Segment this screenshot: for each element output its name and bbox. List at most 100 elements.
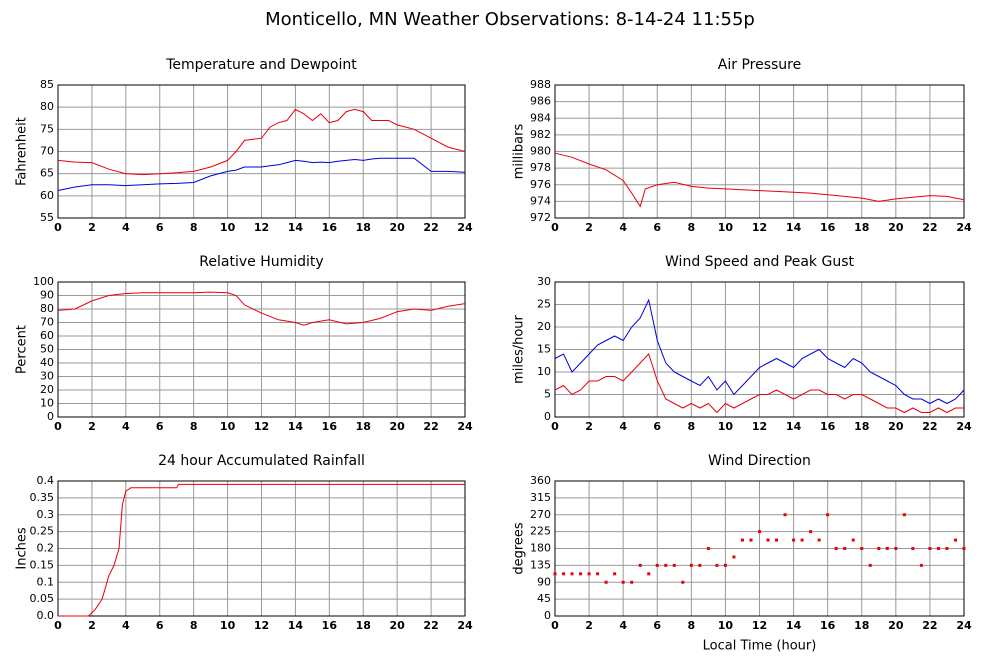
chart-title: Wind Direction <box>708 453 811 469</box>
y-tick-label: 0.05 <box>30 592 55 605</box>
x-tick-label: 22 <box>922 619 937 632</box>
y-tick-label: 10 <box>537 365 551 378</box>
x-tick-label: 22 <box>922 221 937 234</box>
x-tick-label: 24 <box>457 221 473 234</box>
y-tick-label: 135 <box>530 558 551 571</box>
x-tick-label: 4 <box>619 221 627 234</box>
x-tick-label: 2 <box>585 619 593 632</box>
y-tick-label: 55 <box>40 211 54 224</box>
x-tick-label: 20 <box>390 619 406 632</box>
x-tick-label: 2 <box>88 221 96 234</box>
x-tick-label: 12 <box>752 619 767 632</box>
y-tick-label: 988 <box>530 78 551 91</box>
y-axis-label: Inches <box>15 527 30 569</box>
x-tick-label: 6 <box>653 420 661 433</box>
y-tick-label: 0.15 <box>30 558 55 571</box>
y-tick-label: 976 <box>530 178 551 191</box>
plot-border <box>57 281 466 418</box>
data-point <box>885 547 889 550</box>
x-tick-label: 4 <box>122 420 130 433</box>
chart-title: Relative Humidity <box>199 254 323 270</box>
x-tick-label: 16 <box>322 221 338 234</box>
data-point <box>647 572 651 576</box>
x-tick-label: 10 <box>220 420 236 433</box>
data-point <box>681 580 685 584</box>
x-tick-label: 16 <box>322 420 338 433</box>
y-axis-label: millibars <box>512 124 527 180</box>
y-tick-label: 0.0 <box>37 609 55 622</box>
y-tick-label: 360 <box>530 474 551 487</box>
x-tick-label: 6 <box>156 221 164 234</box>
y-tick-label: 75 <box>40 122 54 135</box>
x-tick-label: 14 <box>786 221 802 234</box>
data-point <box>860 547 864 550</box>
x-tick-label: 4 <box>619 420 627 433</box>
x-tick-label: 12 <box>752 221 767 234</box>
x-tick-label: 12 <box>254 619 269 632</box>
data-point <box>698 563 702 567</box>
y-tick-label: 0.25 <box>30 525 55 538</box>
data-point <box>655 563 659 567</box>
page-title: Monticello, MN Weather Observations: 8-1… <box>265 9 755 30</box>
x-tick-label: 20 <box>888 420 904 433</box>
data-point <box>638 563 642 567</box>
data-point <box>826 513 830 517</box>
y-tick-label: 986 <box>530 95 551 108</box>
y-tick-label: 80 <box>40 302 54 315</box>
y-tick-label: 980 <box>530 145 551 158</box>
x-tick-label: 0 <box>551 420 559 433</box>
y-tick-label: 0.2 <box>37 542 55 555</box>
x-tick-label: 14 <box>288 619 304 632</box>
y-tick-label: 40 <box>40 356 54 369</box>
x-tick-label: 20 <box>888 221 904 234</box>
x-tick-label: 18 <box>356 221 371 234</box>
x-tick-label: 16 <box>820 619 836 632</box>
x-tick-label: 16 <box>322 619 338 632</box>
y-axis-label: Percent <box>15 325 30 374</box>
data-line <box>554 353 964 414</box>
data-line <box>57 108 466 176</box>
y-tick-label: 0.4 <box>37 474 55 487</box>
data-point <box>843 547 847 550</box>
data-point <box>664 563 668 567</box>
x-tick-label: 14 <box>288 420 304 433</box>
data-point <box>562 572 566 576</box>
data-point <box>962 547 966 550</box>
chart-title: Air Pressure <box>718 57 801 73</box>
y-tick-label: 60 <box>40 329 54 342</box>
data-point <box>621 580 625 584</box>
y-tick-label: 982 <box>530 128 551 141</box>
x-tick-label: 4 <box>122 221 130 234</box>
data-point <box>579 572 583 576</box>
y-axis-label: degrees <box>512 522 527 575</box>
x-tick-label: 2 <box>88 420 96 433</box>
y-tick-label: 984 <box>530 111 551 124</box>
data-point <box>596 572 600 576</box>
data-point <box>834 547 838 550</box>
y-tick-label: 20 <box>537 320 551 333</box>
data-point <box>732 555 736 559</box>
y-tick-label: 100 <box>33 275 54 288</box>
data-point <box>587 572 591 576</box>
y-tick-label: 65 <box>40 167 54 180</box>
y-tick-label: 30 <box>537 275 551 288</box>
data-point <box>809 530 813 534</box>
x-tick-label: 18 <box>356 420 371 433</box>
y-tick-label: 0.35 <box>30 491 55 504</box>
data-point <box>689 563 693 567</box>
y-tick-label: 15 <box>537 343 551 356</box>
data-point <box>706 547 710 550</box>
data-point <box>928 547 932 550</box>
data-point <box>945 547 949 550</box>
data-point <box>851 538 855 542</box>
data-point <box>792 538 796 542</box>
data-point <box>740 538 744 542</box>
data-point <box>953 538 957 542</box>
y-tick-label: 45 <box>537 592 551 605</box>
x-tick-label: 6 <box>156 619 164 632</box>
x-tick-label: 18 <box>854 420 869 433</box>
chart-title: Temperature and Dewpoint <box>165 57 357 73</box>
data-point <box>758 530 761 534</box>
x-tick-label: 8 <box>190 221 198 234</box>
